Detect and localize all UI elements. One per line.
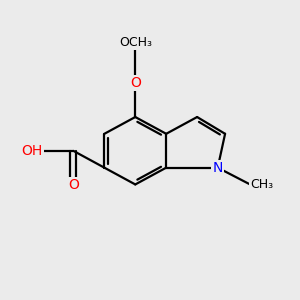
Text: O: O [130,76,141,90]
Text: OCH₃: OCH₃ [119,36,152,49]
Text: CH₃: CH₃ [250,178,273,191]
Text: O: O [68,178,79,192]
Text: OH: OH [21,144,43,158]
Text: N: N [212,161,223,175]
